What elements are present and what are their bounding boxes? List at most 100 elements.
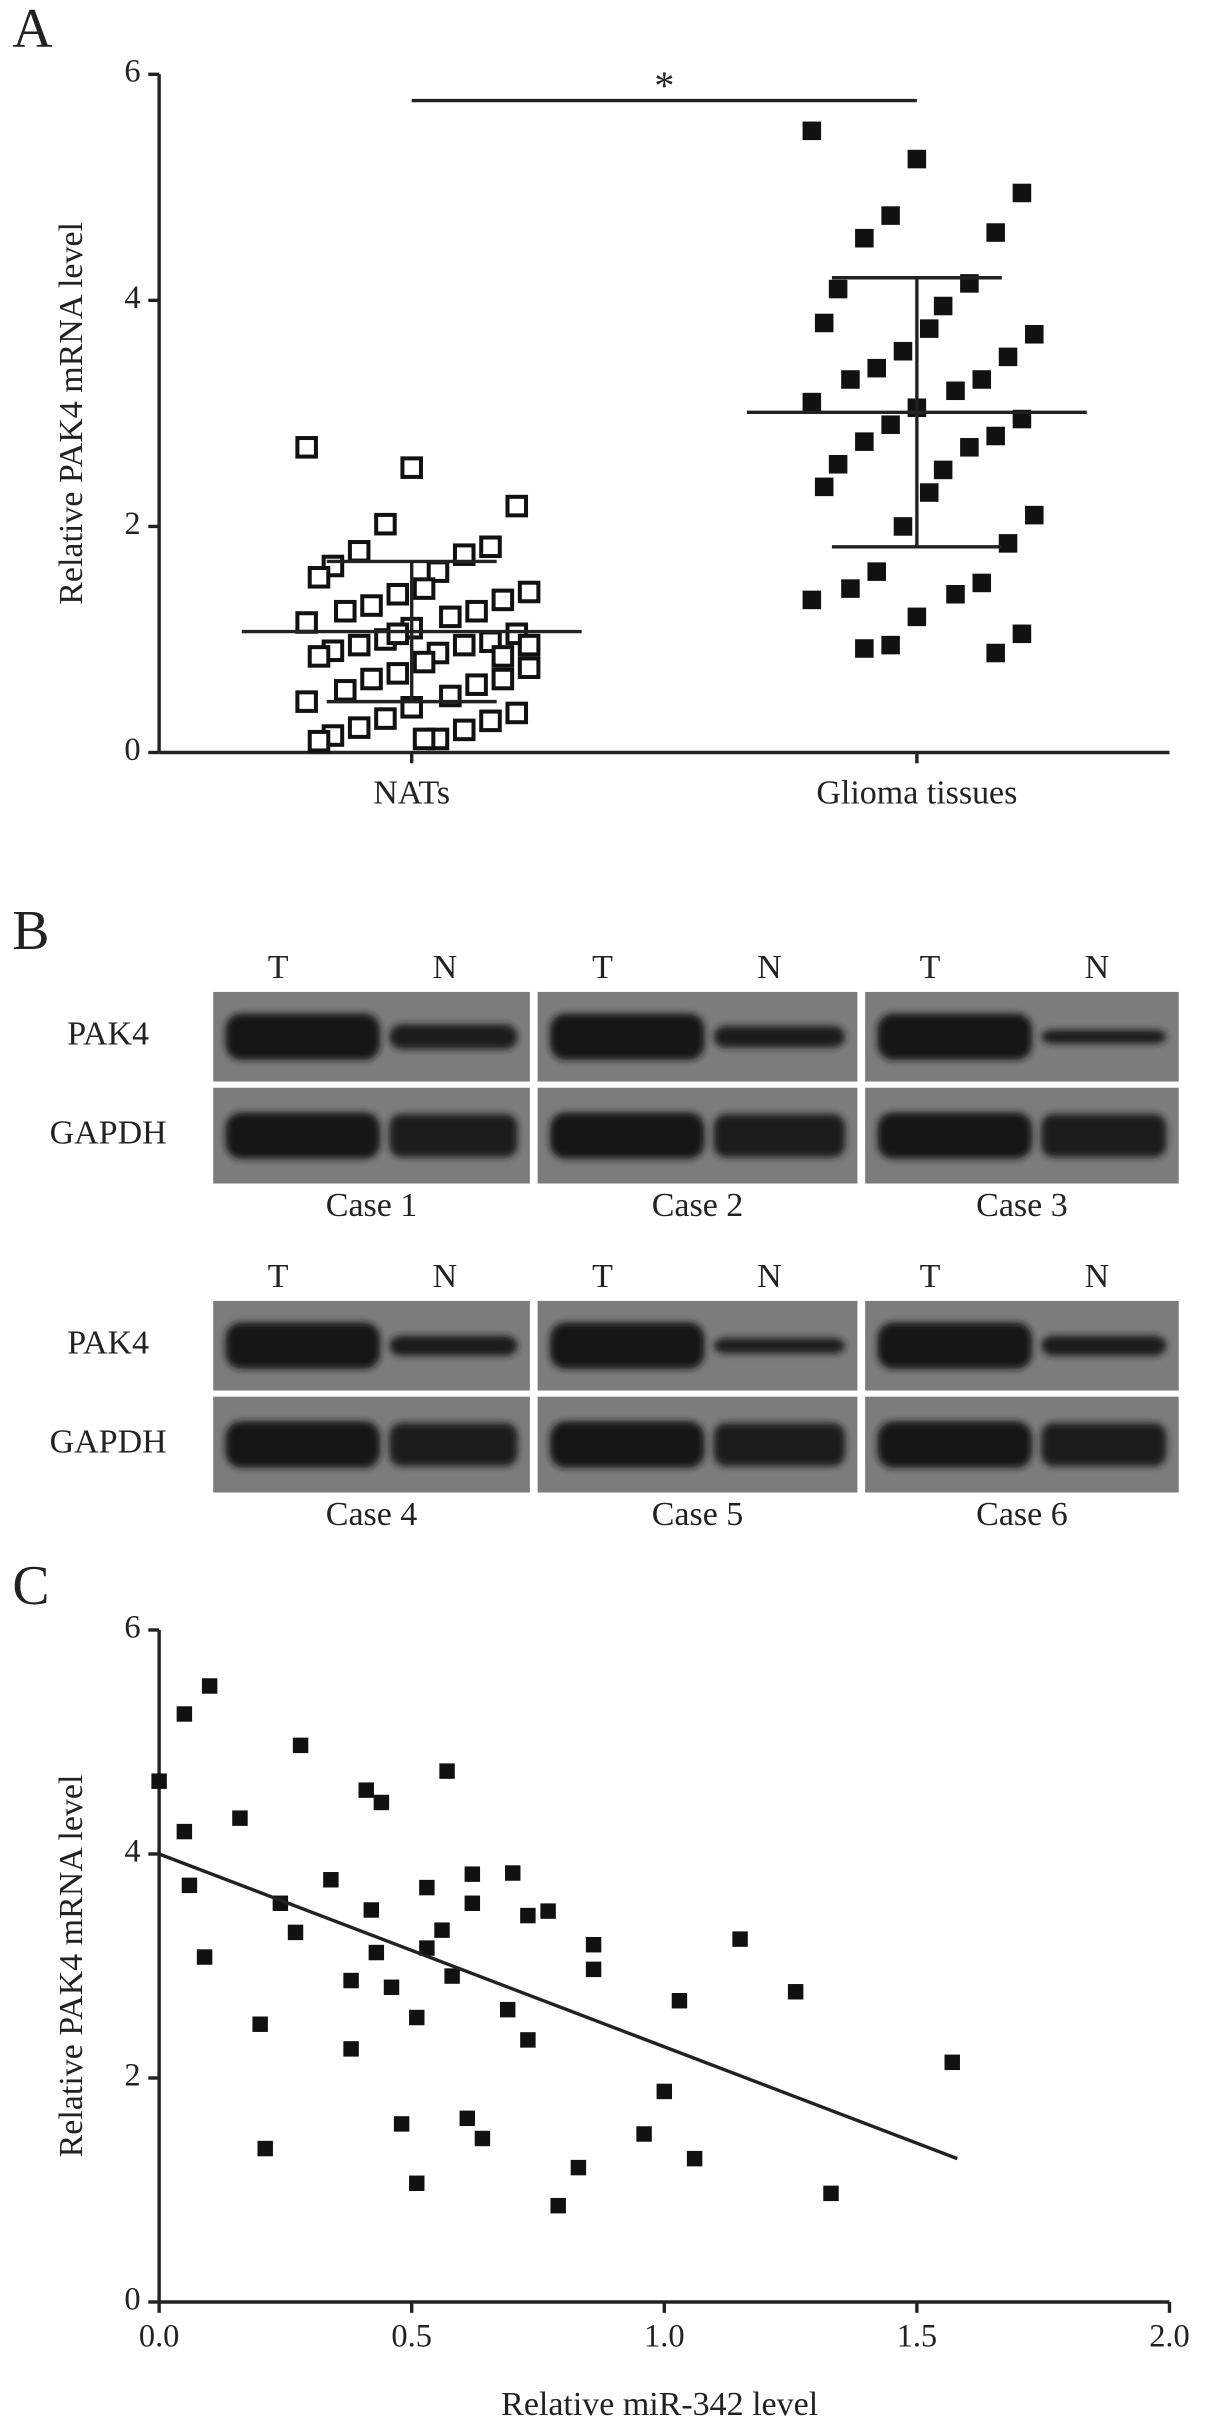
data-point — [360, 667, 383, 691]
band — [549, 1112, 705, 1159]
data-point — [373, 1794, 390, 1811]
data-point — [368, 1944, 385, 1961]
band — [389, 1335, 518, 1356]
band — [549, 1421, 705, 1468]
band — [877, 1421, 1032, 1468]
data-point — [570, 2159, 587, 2176]
band — [713, 1422, 846, 1467]
data-point — [686, 2150, 703, 2167]
data-point — [151, 1773, 167, 1789]
data-point — [363, 1902, 380, 1918]
data-point — [933, 460, 953, 480]
band — [225, 1421, 381, 1468]
significance-label: * — [654, 63, 674, 108]
y-axis-label: Relative PAK4 mRNA level — [53, 1775, 90, 2158]
data-point — [517, 633, 541, 657]
band — [713, 1113, 846, 1158]
lane-label: N — [1085, 1258, 1110, 1295]
data-point — [444, 1968, 460, 1984]
data-point — [412, 577, 436, 600]
data-point — [386, 662, 410, 685]
data-point — [459, 2110, 476, 2127]
data-point — [893, 341, 913, 361]
band — [877, 1112, 1032, 1159]
data-point — [452, 718, 476, 742]
data-point — [295, 436, 318, 459]
data-point — [386, 622, 410, 646]
row-label: PAK4 — [67, 1016, 149, 1053]
data-point — [946, 381, 965, 401]
data-point — [520, 1907, 536, 1924]
y-tick-label: 4 — [124, 1833, 140, 1869]
data-point — [986, 223, 1005, 242]
band — [549, 1013, 705, 1060]
data-point — [540, 1903, 556, 1919]
data-point — [919, 483, 939, 502]
data-point — [439, 605, 462, 629]
lane-label: T — [920, 1258, 941, 1295]
data-point — [465, 673, 488, 696]
data-point — [855, 228, 874, 248]
data-point — [287, 1924, 304, 1941]
band — [225, 1013, 381, 1060]
data-point — [347, 716, 371, 739]
data-point — [802, 590, 822, 610]
panel-letter: A — [12, 0, 52, 60]
data-point — [252, 2016, 268, 2032]
data-point — [1012, 624, 1032, 644]
data-point — [585, 1936, 602, 1953]
data-point — [933, 296, 953, 316]
data-point — [919, 319, 939, 338]
data-point — [439, 1763, 455, 1779]
case-label: Case 6 — [976, 1496, 1068, 1533]
data-point — [176, 1706, 193, 1722]
data-point — [505, 701, 529, 725]
band — [877, 1013, 1032, 1060]
data-point — [412, 727, 436, 751]
data-point — [867, 358, 886, 378]
data-point — [307, 729, 331, 753]
data-point — [550, 2197, 566, 2214]
data-point — [201, 1678, 218, 1694]
band — [1041, 1113, 1167, 1158]
data-point — [181, 1877, 198, 1894]
data-point — [393, 2116, 410, 2132]
data-point — [343, 1972, 359, 1989]
data-point — [855, 432, 874, 451]
data-point — [828, 454, 848, 474]
data-point — [972, 370, 992, 389]
lane-label: N — [757, 949, 782, 986]
panel-letter: C — [12, 1555, 49, 1617]
data-point — [986, 643, 1005, 663]
case-label: Case 1 — [326, 1187, 418, 1224]
y-tick-label: 2 — [124, 506, 140, 542]
data-point — [893, 517, 913, 536]
data-point — [412, 650, 436, 674]
data-point — [986, 426, 1005, 446]
data-point — [1012, 183, 1032, 203]
data-point — [343, 2041, 359, 2057]
data-point — [400, 456, 423, 479]
data-point — [998, 534, 1018, 553]
data-point — [907, 149, 927, 169]
x-tick-label: NATs — [373, 775, 450, 812]
data-point — [409, 2009, 425, 2026]
data-point — [491, 645, 515, 668]
lane-label: N — [757, 1258, 782, 1295]
data-point — [656, 2083, 673, 2100]
data-point — [1025, 325, 1044, 344]
data-point — [374, 707, 397, 730]
data-point — [814, 313, 834, 333]
data-point — [732, 1931, 748, 1947]
data-point — [944, 2054, 960, 2071]
data-point — [998, 347, 1018, 367]
data-point — [464, 1866, 481, 1882]
data-point — [464, 1895, 481, 1911]
data-point — [881, 415, 900, 434]
data-point — [802, 392, 822, 412]
band — [389, 1024, 518, 1050]
data-point — [520, 2032, 536, 2048]
y-tick-label: 0 — [124, 732, 140, 768]
data-point — [479, 709, 502, 733]
